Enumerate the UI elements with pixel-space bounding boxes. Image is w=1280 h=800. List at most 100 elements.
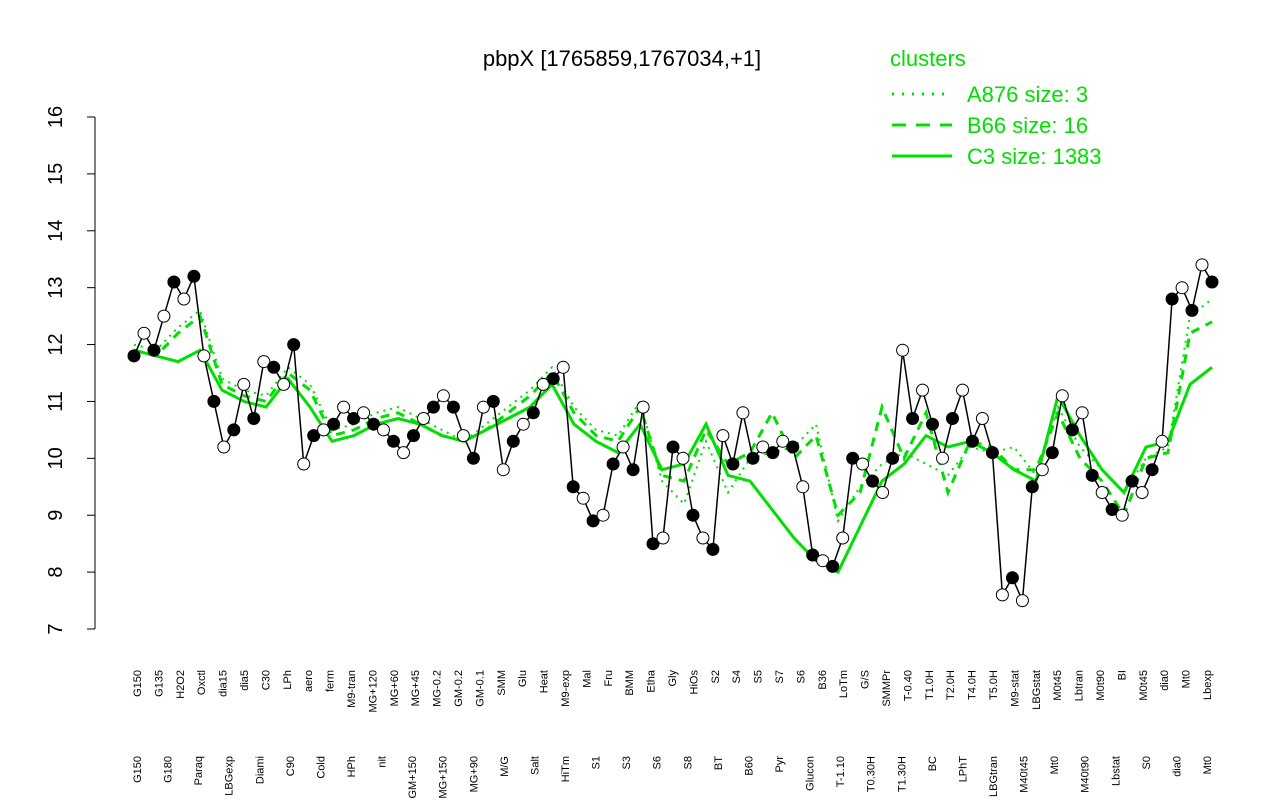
data-point	[786, 440, 800, 454]
data-point	[696, 531, 710, 545]
x-tick-label: M9-stat	[1009, 670, 1021, 707]
x-tick-label: S1	[591, 756, 603, 769]
data-point	[327, 417, 341, 431]
data-point	[367, 417, 381, 431]
x-tick-label: LBGtran	[988, 756, 1000, 797]
x-tick-label: Glu	[517, 670, 529, 687]
data-point	[197, 349, 211, 363]
x-tick-label: S6	[795, 670, 807, 683]
x-tick-label: B36	[817, 670, 829, 690]
x-tick-label: B60	[743, 756, 755, 776]
y-tick-label: 16	[45, 106, 67, 128]
data-point	[826, 559, 840, 573]
x-tick-label: S5	[753, 670, 765, 683]
x-tick-label: Mt0	[1049, 756, 1061, 774]
data-point	[187, 269, 201, 283]
x-tick-label: HiTm	[560, 756, 572, 782]
data-point	[806, 548, 820, 562]
data-point	[1115, 508, 1129, 522]
data-point	[1065, 423, 1079, 437]
data-point	[766, 446, 780, 460]
data-point	[496, 463, 510, 477]
data-point	[1175, 281, 1189, 295]
data-point	[1145, 463, 1159, 477]
legend-title: clusters	[890, 46, 966, 71]
data-point	[167, 275, 181, 289]
data-point	[866, 474, 880, 488]
data-point	[536, 377, 550, 391]
x-tick-label: GM-0.2	[453, 670, 465, 707]
x-tick-label: M40t90	[1080, 756, 1092, 793]
data-point	[1135, 486, 1149, 499]
x-tick-label: HiOs	[688, 670, 700, 695]
x-tick-label: MG+150	[438, 756, 450, 799]
data-point	[1185, 303, 1199, 317]
x-tick-label: Salt	[529, 756, 541, 775]
data-point	[736, 406, 750, 420]
data-point	[756, 440, 770, 454]
x-tick-label: S0	[1141, 756, 1153, 769]
y-tick-label: 9	[45, 510, 67, 521]
data-point	[916, 383, 929, 397]
x-tick-label: Cold	[315, 756, 327, 779]
x-tick-label: S8	[682, 756, 694, 769]
data-point	[836, 531, 850, 545]
data-point	[626, 463, 640, 477]
data-point	[257, 355, 271, 369]
data-point	[1125, 474, 1139, 488]
x-tick-label: aero	[303, 670, 315, 692]
x-tick-label: S2	[710, 670, 722, 683]
data-point	[1195, 258, 1209, 272]
data-point	[1075, 406, 1089, 420]
x-tick-label: T5.0H	[988, 670, 1000, 700]
x-tick-label: ferm	[325, 670, 337, 692]
x-tick-label: BT	[713, 756, 725, 770]
legend: clusters A876 size: 3 B66 size: 16 C3 size…	[890, 46, 1102, 169]
data-points	[127, 258, 1219, 608]
data-point	[267, 360, 281, 374]
legend-label: B66 size: 16	[967, 113, 1088, 138]
x-tick-label: Gly	[667, 670, 679, 687]
x-tick-label: T1.0H	[924, 670, 936, 700]
x-tick-label: S4	[731, 670, 743, 683]
y-tick-label: 10	[45, 447, 67, 469]
x-tick-label: GM+150	[407, 756, 419, 799]
x-tick-label: T-1.10	[835, 756, 847, 787]
x-tick-label: G135	[153, 670, 165, 697]
data-point	[1025, 480, 1039, 494]
data-point	[846, 451, 860, 465]
data-point	[936, 451, 949, 465]
x-tick-label: M40t45	[1019, 756, 1031, 793]
x-tick-label: Heat	[539, 670, 551, 693]
x-tick-label: C30	[260, 670, 272, 690]
x-tick-label: dia5	[239, 670, 251, 691]
x-tick-label: T2.0H	[945, 670, 957, 700]
data-point	[506, 434, 520, 448]
x-tick-label: Oxctl	[196, 670, 208, 695]
data-point	[426, 400, 440, 414]
data-point	[1015, 594, 1029, 608]
x-axis-labels-top: G150 G135 H2O2 Oxctl dia15 dia5 C30 LPh aero ferm…	[132, 669, 1214, 712]
x-tick-label: GM-0.1	[474, 670, 486, 707]
data-point	[776, 434, 790, 448]
data-point	[1085, 468, 1099, 482]
data-point	[546, 372, 560, 386]
data-point	[277, 377, 291, 391]
data-point	[1205, 275, 1219, 289]
data-point	[686, 508, 700, 522]
x-axis-labels-bottom: G150 G180 Paraq LBGexp Diami C90 Cold HPh nit GM+…	[132, 756, 1214, 799]
data-point	[207, 394, 221, 408]
x-tick-label: SMM	[496, 670, 508, 696]
data-point	[886, 451, 900, 465]
x-tick-label: M0t45	[1138, 670, 1150, 701]
data-point	[656, 531, 670, 545]
x-tick-label: Mt0	[1181, 670, 1193, 688]
x-tick-label: MG-0.2	[432, 670, 444, 707]
x-tick-label: G150	[132, 756, 144, 783]
x-tick-label: MG+45	[410, 670, 422, 706]
x-tick-label: Pyr	[774, 756, 786, 773]
series-line-solid	[133, 348, 1213, 575]
data-point	[347, 412, 361, 425]
data-point	[746, 451, 760, 465]
